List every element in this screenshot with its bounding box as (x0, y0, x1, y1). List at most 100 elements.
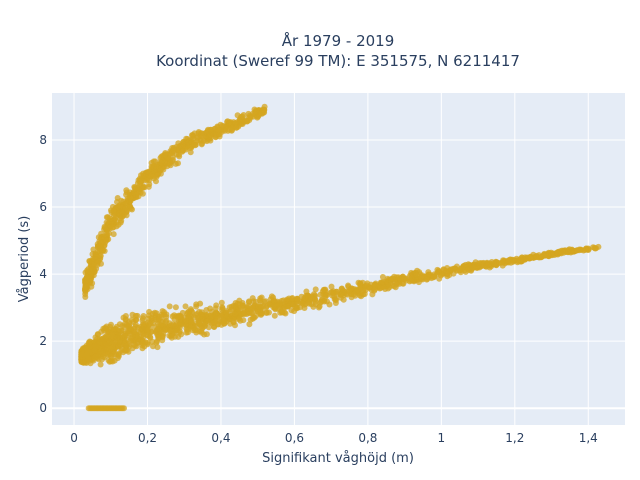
data-point (254, 308, 261, 315)
data-point (121, 324, 128, 331)
grid-lines (52, 93, 625, 425)
data-point (146, 308, 153, 315)
data-point (193, 329, 200, 336)
data-point (140, 333, 147, 340)
data-point (565, 249, 571, 256)
data-point (321, 286, 327, 293)
data-point (450, 265, 457, 272)
data-point (166, 303, 173, 310)
data-point (121, 333, 128, 339)
data-point (360, 291, 367, 298)
data-point (593, 245, 599, 252)
y-tick-label: 6 (39, 200, 47, 214)
data-point (195, 133, 202, 140)
data-point (199, 314, 206, 321)
data-point (97, 361, 104, 368)
data-point (160, 166, 167, 173)
data-point (519, 254, 525, 261)
data-point (198, 140, 205, 147)
data-point (158, 312, 165, 318)
data-point (233, 124, 240, 131)
data-point (187, 306, 194, 313)
data-point (364, 280, 371, 287)
data-point (95, 331, 101, 338)
data-point (338, 285, 345, 292)
data-point (284, 303, 291, 310)
data-point (462, 261, 469, 268)
data-point (126, 198, 133, 205)
data-point (555, 250, 562, 257)
y-axis-label: Vågperiod (s) (17, 216, 32, 303)
data-point (154, 344, 161, 351)
data-point (183, 317, 190, 324)
data-point (139, 345, 146, 352)
x-tick-label: 0,2 (138, 431, 157, 445)
data-point (409, 270, 416, 277)
data-point (418, 274, 424, 281)
data-point (115, 353, 122, 360)
chart-title-line2: Koordinat (Sweref 99 TM): E 351575, N 62… (156, 52, 520, 70)
data-point (82, 291, 89, 297)
data-point (415, 279, 422, 286)
data-point (155, 334, 162, 341)
data-point (247, 316, 254, 323)
data-point (160, 323, 167, 330)
data-point (255, 303, 262, 310)
data-point (193, 303, 200, 310)
data-point (127, 338, 134, 345)
data-point (289, 295, 296, 301)
data-point (196, 320, 203, 327)
data-point (247, 114, 254, 121)
data-point (465, 266, 472, 273)
data-point (123, 187, 130, 194)
data-point (475, 260, 482, 267)
data-point (208, 126, 215, 133)
data-point (163, 314, 170, 320)
data-point (260, 107, 267, 114)
data-point (132, 321, 139, 328)
data-point (263, 304, 270, 311)
data-point (114, 334, 121, 341)
data-point (289, 301, 296, 308)
data-point (121, 405, 127, 412)
x-tick-label: 1,2 (505, 431, 524, 445)
data-point (328, 283, 335, 290)
data-point (207, 305, 214, 312)
data-point (241, 311, 248, 318)
data-point (188, 318, 195, 325)
data-point (126, 204, 133, 210)
data-point (176, 319, 183, 326)
data-point (263, 310, 270, 316)
data-point (115, 327, 122, 334)
data-point (213, 317, 220, 324)
data-point (139, 340, 146, 347)
data-point (176, 153, 183, 160)
data-point (299, 300, 306, 307)
data-point (227, 316, 234, 322)
data-point (500, 257, 507, 264)
data-point (154, 325, 161, 332)
data-point (245, 302, 252, 309)
data-point (540, 251, 547, 258)
data-point (140, 313, 147, 319)
data-point (135, 186, 142, 193)
data-point (94, 254, 101, 260)
data-point (546, 250, 552, 257)
data-point (317, 291, 324, 298)
data-point (131, 342, 138, 349)
data-point (90, 261, 97, 267)
data-point (103, 325, 110, 332)
data-point (84, 286, 91, 293)
data-point (148, 314, 155, 321)
data-point (239, 116, 246, 123)
data-point (340, 296, 347, 303)
data-point (493, 259, 500, 266)
data-point (97, 348, 104, 355)
chart-title-line1: År 1979 - 2019 (282, 31, 395, 50)
x-tick-label: 0,4 (211, 431, 230, 445)
data-point (271, 312, 278, 319)
data-point (106, 358, 113, 365)
data-point (103, 237, 110, 244)
data-point (301, 305, 308, 311)
